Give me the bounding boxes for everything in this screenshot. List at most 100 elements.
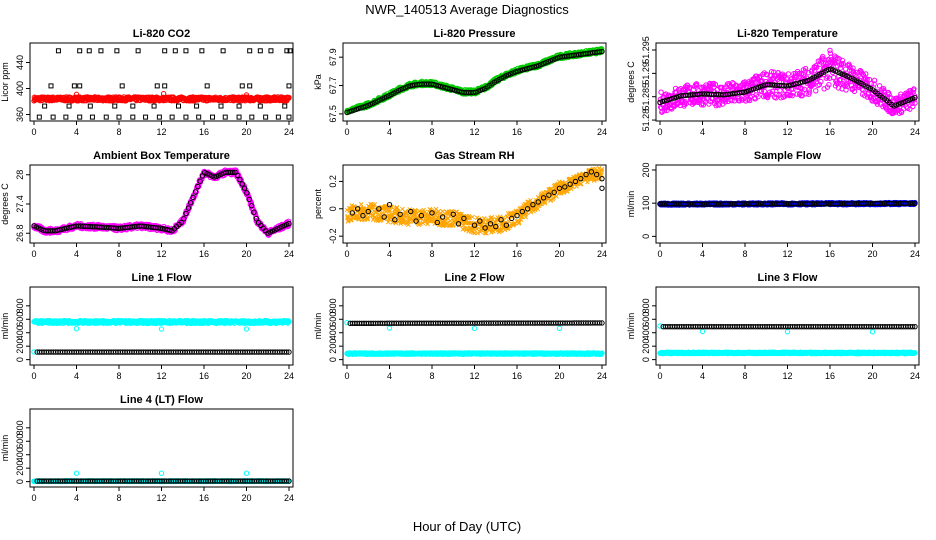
y-tick-label: 200 (641, 162, 651, 177)
data-point (286, 114, 292, 120)
data-point (757, 83, 764, 90)
x-tick-label: 0 (31, 371, 36, 381)
x-tick-label: 20 (554, 127, 564, 137)
data-point (863, 71, 869, 77)
data-point (574, 183, 579, 189)
data-point (530, 201, 536, 208)
data-point (789, 92, 796, 99)
y-tick-label: 800 (15, 298, 25, 313)
y-tick-label: 67.9 (328, 48, 338, 66)
x-tick-label: 24 (597, 249, 607, 259)
data-point (418, 212, 425, 219)
data-point (522, 66, 528, 72)
data-point (599, 48, 605, 55)
data-point (658, 89, 664, 95)
data-point (806, 89, 813, 95)
data-point (380, 210, 386, 216)
data-point (826, 81, 832, 88)
data-point (130, 114, 136, 120)
y-axis-label: Licor ppm (0, 62, 10, 102)
data-point (222, 114, 228, 120)
data-point (673, 94, 680, 100)
data-point (244, 190, 250, 196)
y-tick-label: -0.2 (328, 228, 338, 244)
y-tick-label: 200 (15, 339, 25, 354)
data-point (456, 88, 462, 95)
data-point (664, 97, 670, 103)
data-point (578, 175, 584, 182)
data-layer (657, 199, 918, 208)
data-point (477, 218, 483, 224)
data-point (253, 215, 259, 222)
data-point (156, 114, 162, 120)
data-point (768, 91, 774, 97)
data-point (716, 102, 723, 108)
data-point (467, 215, 472, 221)
data-layer (31, 48, 293, 120)
x-tick-label: 4 (74, 249, 79, 259)
data-point (816, 81, 823, 88)
data-point (596, 49, 603, 55)
data-point (164, 227, 171, 233)
y-tick-label: 51.29 (641, 62, 651, 85)
data-point (154, 83, 160, 89)
data-point (657, 99, 663, 106)
data-point (68, 224, 75, 230)
data-point (447, 86, 453, 92)
x-tick-label: 20 (867, 127, 877, 137)
data-point (116, 114, 122, 120)
data-point (519, 67, 526, 73)
data-point (547, 186, 553, 192)
data-point (661, 98, 668, 104)
data-point (436, 208, 441, 214)
data-point (516, 219, 522, 225)
data-point (89, 114, 95, 120)
data-point (166, 227, 173, 233)
data-point (515, 68, 521, 74)
data-point (746, 87, 752, 94)
data-point (668, 96, 675, 102)
data-point (243, 92, 250, 98)
data-point (524, 206, 531, 212)
data-point (760, 83, 766, 89)
x-tick-label: 0 (31, 249, 36, 259)
data-point (912, 94, 918, 101)
data-point (210, 114, 215, 120)
data-point (433, 82, 439, 88)
x-tick-label: 16 (199, 371, 209, 381)
data-point (387, 208, 393, 213)
data-point (236, 103, 242, 109)
y-tick-label: 0 (641, 234, 651, 239)
data-point (551, 195, 556, 201)
data-point (130, 103, 136, 109)
y-tick-label: 100 (641, 196, 651, 211)
x-tick-label: 24 (597, 127, 607, 137)
x-tick-label: 0 (657, 249, 662, 259)
data-point (827, 47, 833, 54)
data-point (248, 203, 255, 209)
data-point (365, 215, 370, 221)
data-point (907, 106, 913, 112)
data-point (286, 220, 292, 227)
data-point (247, 83, 253, 89)
x-tick-label: 8 (116, 127, 121, 137)
data-point (528, 197, 533, 203)
data-point (348, 108, 355, 114)
data-point (444, 85, 451, 91)
data-point (54, 227, 61, 234)
data-point (439, 214, 446, 220)
data-point (251, 209, 257, 215)
x-tick-label: 16 (199, 127, 209, 137)
data-point (172, 48, 178, 54)
x-tick-label: 4 (74, 371, 79, 381)
data-point (788, 82, 794, 88)
data-point (57, 227, 63, 233)
data-point (799, 86, 805, 92)
y-tick-label: 0.2 (328, 175, 338, 188)
y-tick-label: 67.5 (328, 105, 338, 123)
y-tick-label: 400 (15, 325, 25, 340)
data-point (239, 181, 245, 187)
